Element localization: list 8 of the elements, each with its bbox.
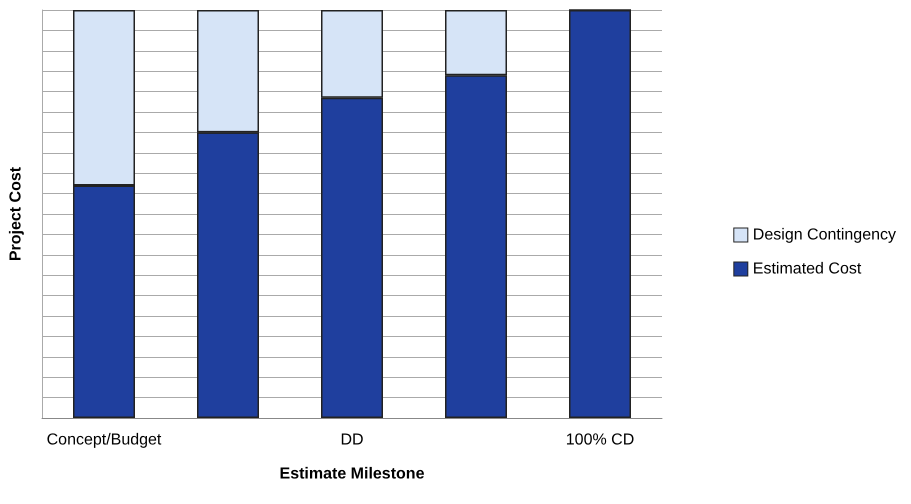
x-tick-label: 100% CD	[566, 432, 634, 448]
bar	[569, 10, 631, 418]
x-tick-label: DD	[340, 432, 364, 448]
x-axis-title: Estimate Milestone	[280, 466, 425, 482]
x-tick-label: Concept/Budget	[46, 432, 162, 448]
legend-label: Design Contingency	[752, 226, 896, 244]
y-axis-title: Project Cost	[8, 166, 24, 262]
legend-label: Estimated Cost	[752, 260, 862, 278]
